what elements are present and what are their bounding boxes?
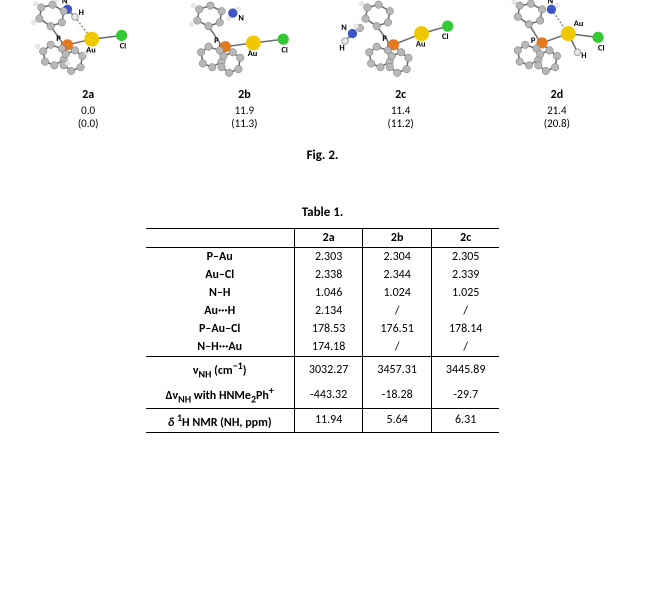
table-row-header: ΔνNH with HNMe2Ph+ — [146, 382, 295, 408]
figure-caption: Fig. 2. — [0, 148, 645, 163]
table-cell: 2.304 — [363, 248, 432, 267]
table-cell: / — [363, 338, 432, 357]
table-row-header: Au···H — [146, 302, 295, 320]
table-cell: 2.134 — [294, 302, 363, 320]
atom-label-cl: Cl — [598, 43, 605, 53]
table-header-cell: 2c — [431, 229, 499, 248]
table-cell: 2.303 — [294, 248, 363, 267]
table-cell: 176.51 — [363, 320, 432, 338]
table-cell: -29.7 — [431, 382, 499, 408]
figure-label: 2a — [82, 88, 94, 102]
table-row: P–Au–Cl178.53176.51178.14 — [146, 320, 500, 338]
table-cell: 3445.89 — [431, 357, 499, 383]
table-row: ΔνNH with HNMe2Ph+-443.32-18.28-29.7 — [146, 382, 500, 408]
atom-label-p: P — [531, 36, 536, 46]
atom-label-au: Au — [86, 45, 96, 55]
atom-label-h: H — [581, 51, 586, 61]
table-cell: 2.338 — [294, 266, 363, 284]
atom-label-au: Au — [248, 49, 258, 59]
atom-label-cl: Cl — [282, 45, 289, 55]
atom-label-cl: Cl — [442, 32, 449, 42]
table-row-header: P–Au–Cl — [146, 320, 295, 338]
figure-value-paren: (0.0) — [78, 117, 99, 130]
atom-label-cl: Cl — [120, 42, 127, 52]
table-caption: Table 1. — [0, 205, 645, 220]
table-cell: 178.14 — [431, 320, 499, 338]
table-cell: 174.18 — [294, 338, 363, 357]
figure-value-paren: (11.3) — [231, 117, 257, 130]
atom-label-n: N — [62, 0, 68, 7]
figure-value: 21.4 — [547, 104, 567, 117]
table-row-header: Au–Cl — [146, 266, 295, 284]
table-header-cell: 2b — [363, 229, 432, 248]
table-row: Au–Cl2.3382.3442.339 — [146, 266, 500, 284]
table-header-cell — [146, 229, 295, 248]
table-cell: 178.53 — [294, 320, 363, 338]
figure-label: 2d — [551, 88, 564, 102]
table-cell: / — [431, 338, 499, 357]
table-row: N–H1.0461.0241.025 — [146, 284, 500, 302]
table-cell: 1.025 — [431, 284, 499, 302]
table-cell: / — [431, 302, 499, 320]
table-row-header: P–Au — [146, 248, 295, 267]
atom-label-n: N — [239, 14, 245, 24]
table-row: P–Au2.3032.3042.305 — [146, 248, 500, 267]
molecule-2b: N P Au Cl — [174, 0, 314, 84]
table-cell: 2.339 — [431, 266, 499, 284]
table-row: δ 1H NMR (NH, ppm)11.945.646.31 — [146, 408, 500, 432]
data-table: 2a 2b 2c P–Au2.3032.3042.305Au–Cl2.3382.… — [146, 228, 500, 433]
table-cell: 2.305 — [431, 248, 499, 267]
table-cell: 11.94 — [294, 408, 363, 432]
figure-label: 2b — [238, 88, 251, 102]
figure-2c: N H P Au Cl 2c 11.4 (11.2) — [323, 0, 479, 130]
table-cell: 6.31 — [431, 408, 499, 432]
table-cell: 3032.27 — [294, 357, 363, 383]
figure-label: 2c — [395, 88, 406, 102]
atom-label-p: P — [215, 36, 220, 46]
figure-value-paren: (11.2) — [388, 117, 414, 130]
figure-2a: N H P Au Cl 2a 0.0 (0.0) — [10, 0, 166, 130]
figure-2d: N Au P Cl H 2d 21.4 (20.8) — [479, 0, 635, 130]
figure-value: 11.9 — [235, 104, 255, 117]
figure-value: 0.0 — [81, 104, 95, 117]
table-row-header: νNH (cm−1) — [146, 357, 295, 383]
table-cell: 1.046 — [294, 284, 363, 302]
table-row-header: N–H···Au — [146, 338, 295, 357]
table-header-cell: 2a — [294, 229, 363, 248]
table-cell: / — [363, 302, 432, 320]
molecule-2c: N H P Au Cl — [331, 0, 471, 84]
table-cell: 5.64 — [363, 408, 432, 432]
atom-label-h: H — [339, 43, 344, 53]
table-cell: -443.32 — [294, 382, 363, 408]
molecule-2d: N Au P Cl H — [487, 0, 627, 84]
table-cell: 3457.31 — [363, 357, 432, 383]
figure-value-paren: (20.8) — [544, 117, 570, 130]
table-header-row: 2a 2b 2c — [146, 229, 500, 248]
atom-label-au: Au — [416, 40, 426, 50]
table-row: N–H···Au174.18// — [146, 338, 500, 357]
atom-label-au: Au — [574, 19, 584, 29]
table-row-header: δ 1H NMR (NH, ppm) — [146, 408, 295, 432]
table-cell: 1.024 — [363, 284, 432, 302]
table-row-header: N–H — [146, 284, 295, 302]
molecule-2a: N H P Au Cl — [18, 0, 158, 84]
table-row: νNH (cm−1)3032.273457.313445.89 — [146, 357, 500, 383]
atom-label-n: N — [341, 23, 347, 33]
table-row: Au···H2.134// — [146, 302, 500, 320]
table-cell: -18.28 — [363, 382, 432, 408]
figures-row: N H P Au Cl 2a 0.0 (0.0) — [0, 0, 645, 130]
atom-label-h: H — [79, 8, 84, 18]
atom-label-n: N — [548, 0, 554, 7]
table-cell: 2.344 — [363, 266, 432, 284]
figure-2b: N P Au Cl 2b 11.9 (11.3) — [166, 0, 322, 130]
table-wrap: 2a 2b 2c P–Au2.3032.3042.305Au–Cl2.3382.… — [0, 228, 645, 433]
atom-label-p: P — [382, 34, 387, 44]
atom-label-p: P — [56, 34, 61, 44]
figure-value: 11.4 — [391, 104, 411, 117]
